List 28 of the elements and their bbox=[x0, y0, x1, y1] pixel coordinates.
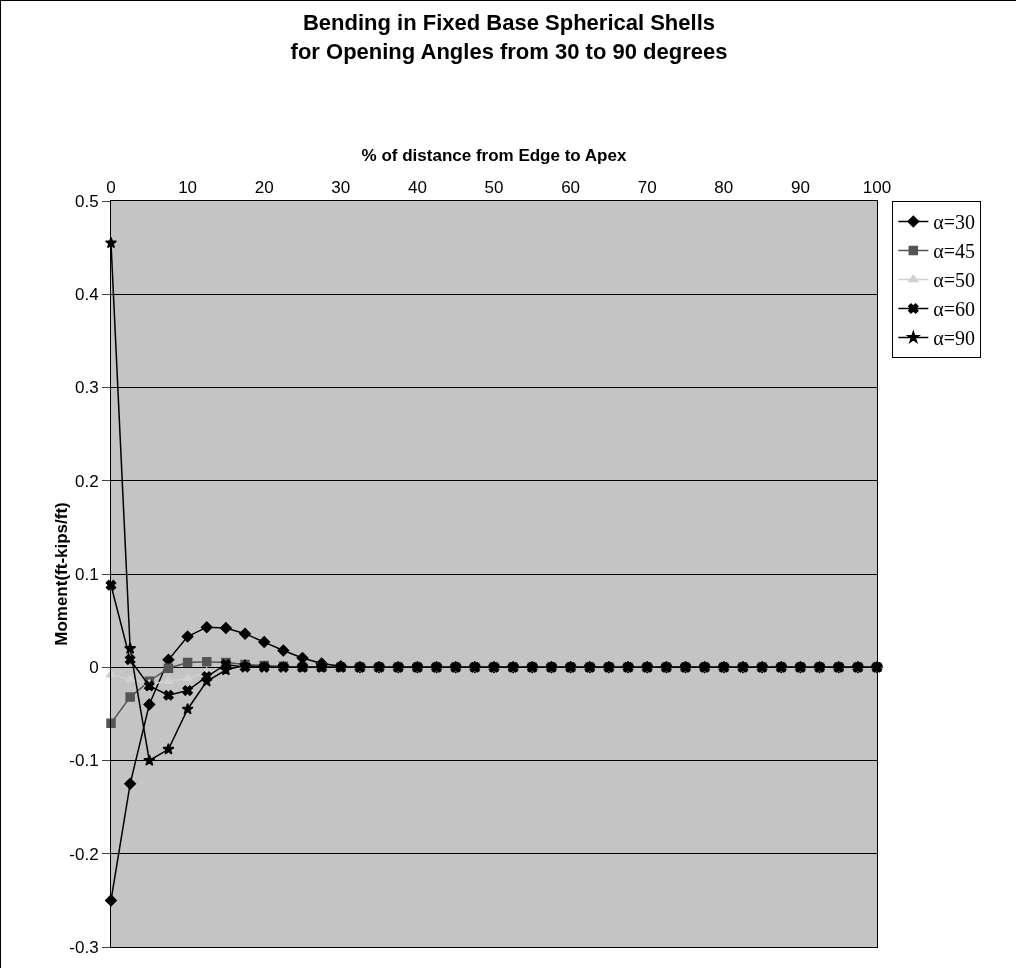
legend-label: α=60 bbox=[933, 298, 976, 321]
x-tick-label: 10 bbox=[178, 178, 198, 198]
y-tick-label: 0.3 bbox=[74, 378, 99, 398]
x-tick-label: 100 bbox=[862, 178, 892, 198]
y-axis-title: Moment(ft-kips/ft) bbox=[52, 502, 71, 646]
y-tick-label: -0.3 bbox=[69, 937, 99, 957]
x-axis-title: % of distance from Edge to Apex bbox=[361, 145, 627, 165]
y-tick-label: 0.1 bbox=[74, 564, 99, 584]
x-tick-label: 40 bbox=[407, 178, 427, 198]
x-tick-label: 60 bbox=[561, 178, 581, 198]
chart-title: Bending in Fixed Base Spherical Shells for Opening Angles from 30 to 90 degrees bbox=[290, 10, 728, 64]
y-tick-label: 0.2 bbox=[74, 471, 99, 491]
legend-label: α=50 bbox=[933, 269, 976, 292]
legend-label: α=30 bbox=[933, 211, 976, 234]
x-tick-label: 30 bbox=[331, 178, 351, 198]
legend-label: α=90 bbox=[933, 327, 976, 350]
x-tick-label: 50 bbox=[484, 178, 504, 198]
y-tick-label: 0.4 bbox=[74, 285, 99, 305]
x-tick-label: 0 bbox=[106, 178, 116, 198]
x-tick-label: 80 bbox=[714, 178, 734, 198]
x-tick-label: 70 bbox=[637, 178, 657, 198]
x-tick-label: 90 bbox=[790, 178, 810, 198]
y-tick-label: -0.1 bbox=[69, 751, 99, 771]
x-tick-label: 20 bbox=[254, 178, 274, 198]
y-tick-label: 0 bbox=[89, 658, 99, 678]
y-tick-label: 0.5 bbox=[74, 191, 99, 211]
legend-label: α=45 bbox=[933, 240, 976, 263]
y-tick-label: -0.2 bbox=[69, 844, 99, 864]
